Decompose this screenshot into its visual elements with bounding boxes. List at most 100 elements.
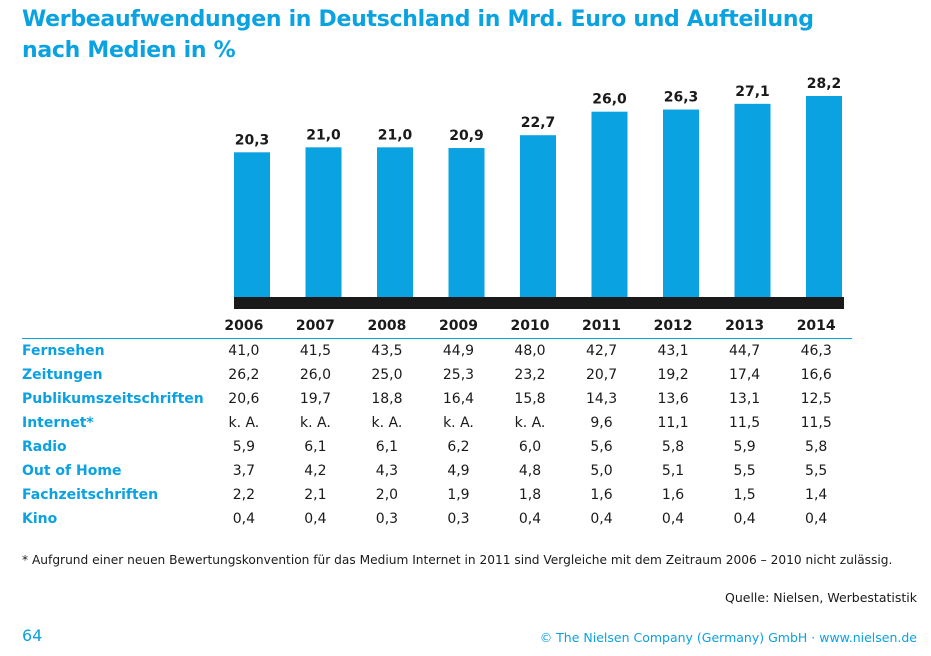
share-value: 1,6 bbox=[590, 487, 613, 503]
year-header-2011: 2011 bbox=[565, 314, 638, 339]
share-value: 13,6 bbox=[657, 391, 689, 407]
share-value: 0,4 bbox=[733, 511, 756, 527]
share-value: 1,8 bbox=[518, 487, 542, 503]
bar-2007 bbox=[305, 147, 342, 297]
year-header-2010: 2010 bbox=[494, 314, 566, 339]
share-value: 5,5 bbox=[805, 463, 828, 479]
share-value: 16,6 bbox=[800, 367, 832, 383]
table-row: Kino 0,4 0,4 0,3 0,3 0,4 0,4 0,4 0,4 0,4 bbox=[22, 507, 852, 531]
share-value: 4,3 bbox=[375, 463, 399, 479]
bar-value-label-2009: 20,9 bbox=[449, 128, 484, 144]
share-value: 0,4 bbox=[661, 511, 685, 527]
bar-2012 bbox=[663, 109, 699, 297]
bar-value-label-2010: 22,7 bbox=[521, 115, 556, 131]
share-value: 11,1 bbox=[657, 415, 689, 431]
table-row: Radio 5,9 6,1 6,1 6,2 6,0 5,6 5,8 5,9 5,8 bbox=[22, 435, 852, 459]
medium-name: Publikumszeitschriften bbox=[22, 391, 204, 407]
chart-title: Werbeaufwendungen in Deutschland in Mrd.… bbox=[22, 4, 912, 66]
share-value: 25,3 bbox=[442, 367, 475, 383]
share-value: 4,2 bbox=[304, 463, 327, 479]
bar-value-label-2012: 26,3 bbox=[664, 90, 699, 106]
year-header-2006: 2006 bbox=[208, 314, 280, 339]
share-value: 41,5 bbox=[299, 343, 331, 359]
share-value: 0,3 bbox=[447, 511, 470, 527]
table-row: Out of Home 3,7 4,2 4,3 4,9 4,8 5,0 5,1 5,5 5,5 bbox=[22, 459, 852, 483]
share-value: 18,8 bbox=[371, 391, 403, 407]
bar-chart: 20,3 21,0 21,0 20,9 22,7 26,0 26,3 27,1 28,2 bbox=[234, 76, 844, 309]
media-share-table: 2006 2007 2008 2009 2010 2011 2012 2013 2014 Fer… bbox=[22, 314, 852, 531]
chart-title-line-1: Werbeaufwendungen in Deutschland in Mrd.… bbox=[22, 7, 814, 32]
share-value: 1,9 bbox=[447, 487, 470, 503]
x-axis-bar bbox=[234, 297, 844, 309]
share-value: k. A. bbox=[443, 415, 474, 431]
year-header-2012: 2012 bbox=[637, 314, 709, 339]
year-header-2014: 2014 bbox=[780, 314, 852, 339]
share-value: 41,0 bbox=[228, 343, 260, 359]
year-header-2007: 2007 bbox=[279, 314, 352, 339]
share-value: 5,0 bbox=[590, 463, 613, 479]
bar-2011 bbox=[591, 111, 628, 298]
share-value: 2,2 bbox=[232, 487, 255, 503]
share-value: 25,0 bbox=[371, 367, 403, 383]
share-value: 11,5 bbox=[800, 415, 832, 431]
share-value: 48,0 bbox=[514, 343, 546, 359]
medium-name: Radio bbox=[22, 439, 67, 455]
share-value: 6,2 bbox=[447, 439, 470, 455]
share-value: 13,1 bbox=[729, 391, 761, 407]
table-row: Fachzeitschriften 2,2 2,1 2,0 1,9 1,8 1,6 1,6 1,… bbox=[22, 483, 852, 507]
share-value: 11,5 bbox=[729, 415, 761, 431]
share-value: 20,7 bbox=[585, 367, 618, 383]
share-value: 14,3 bbox=[585, 391, 618, 407]
share-value: 5,6 bbox=[590, 439, 613, 455]
share-value: 15,8 bbox=[514, 391, 546, 407]
table-body: Fernsehen 41,0 41,5 43,5 44,9 48,0 42,7 43,1 44,… bbox=[22, 339, 852, 532]
share-value: k. A. bbox=[514, 415, 546, 431]
page-number: 64 bbox=[22, 626, 43, 645]
share-value: 0,3 bbox=[375, 511, 399, 527]
share-value: 6,1 bbox=[375, 439, 399, 455]
share-value: 5,9 bbox=[232, 439, 255, 455]
share-value: 19,7 bbox=[299, 391, 331, 407]
share-value: 43,5 bbox=[371, 343, 403, 359]
share-value: 44,9 bbox=[442, 343, 475, 359]
share-value: 0,4 bbox=[805, 511, 828, 527]
share-value: k. A. bbox=[300, 415, 331, 431]
copyright-link[interactable]: © The Nielsen Company (Germany) GmbH · w… bbox=[539, 630, 917, 645]
bar-2013 bbox=[734, 103, 771, 297]
share-value: 1,4 bbox=[805, 487, 828, 503]
share-value: 6,1 bbox=[304, 439, 327, 455]
bar-2014 bbox=[806, 96, 842, 297]
share-value: 5,5 bbox=[733, 463, 756, 479]
share-value: 19,2 bbox=[657, 367, 689, 383]
bar-2008 bbox=[377, 147, 413, 297]
share-value: 5,1 bbox=[661, 463, 685, 479]
share-value: 0,4 bbox=[232, 511, 255, 527]
share-value: 2,0 bbox=[375, 487, 399, 503]
share-value: 17,4 bbox=[729, 367, 761, 383]
share-value: 0,4 bbox=[518, 511, 542, 527]
table-row: Fernsehen 41,0 41,5 43,5 44,9 48,0 42,7 43,1 44,… bbox=[22, 339, 852, 364]
share-value: 6,0 bbox=[518, 439, 542, 455]
chart-title-line-2: nach Medien in % bbox=[22, 38, 236, 63]
share-value: 0,4 bbox=[304, 511, 327, 527]
share-value: 26,2 bbox=[228, 367, 260, 383]
year-header-2008: 2008 bbox=[351, 314, 423, 339]
share-value: 2,1 bbox=[304, 487, 327, 503]
bars-group bbox=[234, 96, 842, 298]
share-value: 42,7 bbox=[585, 343, 618, 359]
footnote: * Aufgrund einer neuen Bewertungskonvent… bbox=[22, 553, 893, 567]
share-value: 5,9 bbox=[733, 439, 756, 455]
share-value: 0,4 bbox=[590, 511, 613, 527]
share-value: 23,2 bbox=[514, 367, 546, 383]
bar-value-label-2007: 21,0 bbox=[306, 127, 341, 143]
table-header-row: 2006 2007 2008 2009 2010 2011 2012 2013 2014 bbox=[22, 314, 852, 339]
share-value: 4,8 bbox=[518, 463, 542, 479]
table-row: Zeitungen 26,2 26,0 25,0 25,3 23,2 20,7 19,2 17,… bbox=[22, 363, 852, 387]
share-value: 43,1 bbox=[657, 343, 689, 359]
share-value: 4,9 bbox=[447, 463, 470, 479]
bar-value-label-2006: 20,3 bbox=[235, 132, 270, 148]
share-value: 5,8 bbox=[661, 439, 685, 455]
source-note: Quelle: Nielsen, Werbestatistik bbox=[725, 590, 917, 605]
share-value: 16,4 bbox=[442, 391, 475, 407]
bar-2009 bbox=[448, 148, 485, 297]
